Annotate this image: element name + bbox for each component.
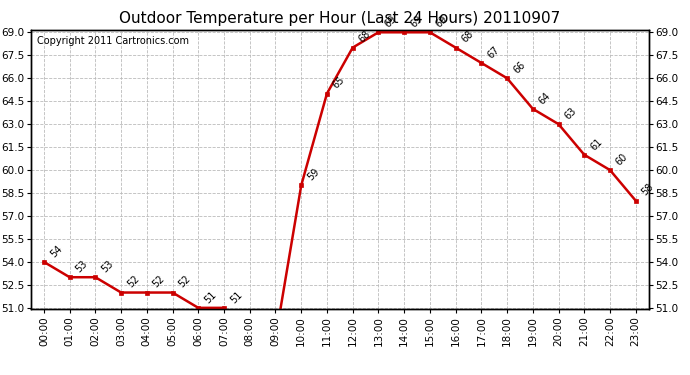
Text: 63: 63 [563, 106, 578, 122]
Text: 52: 52 [151, 274, 167, 290]
Text: 65: 65 [331, 75, 347, 91]
Title: Outdoor Temperature per Hour (Last 24 Hours) 20110907: Outdoor Temperature per Hour (Last 24 Ho… [119, 11, 560, 26]
Text: 53: 53 [74, 259, 90, 274]
Text: 45: 45 [0, 374, 1, 375]
Text: 51: 51 [202, 289, 218, 305]
Text: 54: 54 [48, 243, 64, 259]
Text: 68: 68 [460, 29, 475, 45]
Text: 51: 51 [228, 289, 244, 305]
Text: 69: 69 [408, 14, 424, 30]
Text: 69: 69 [434, 14, 450, 30]
Text: 58: 58 [640, 182, 655, 198]
Text: 59: 59 [306, 167, 322, 183]
Text: 49: 49 [0, 374, 1, 375]
Text: 66: 66 [511, 60, 527, 75]
Text: Copyright 2011 Cartronics.com: Copyright 2011 Cartronics.com [37, 36, 189, 46]
Text: 67: 67 [486, 44, 502, 60]
Text: 61: 61 [589, 136, 604, 152]
Text: 52: 52 [126, 274, 141, 290]
Text: 52: 52 [177, 274, 193, 290]
Text: 68: 68 [357, 29, 373, 45]
Text: 64: 64 [537, 90, 553, 106]
Text: 53: 53 [99, 259, 115, 274]
Text: 69: 69 [382, 14, 398, 30]
Text: 60: 60 [614, 152, 630, 167]
